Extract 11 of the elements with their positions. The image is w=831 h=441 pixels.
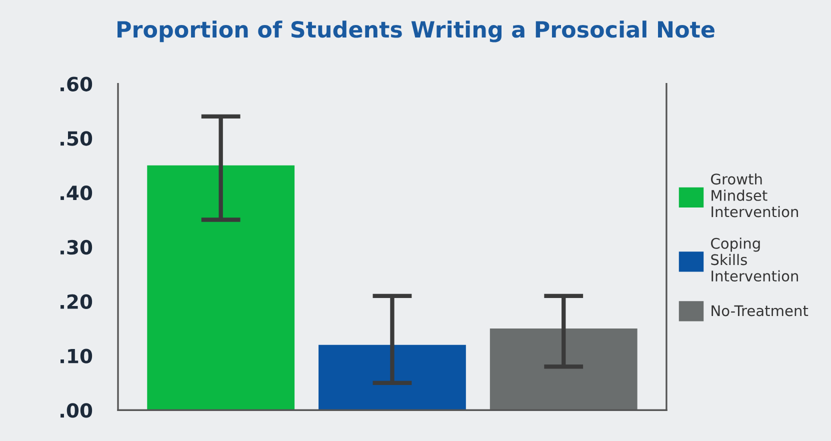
y-tick-label: .60 [60,76,92,92]
legend-label: Coping Skills Intervention [711,238,798,282]
chart-title: Proportion of Students Writing a Prosocial Note [118,20,714,42]
y-tick-label: .30 [60,240,92,255]
y-tick-label: .10 [60,348,92,364]
y-tick-label: .40 [60,186,92,200]
legend-label: Growth Mindset Intervention [711,173,798,218]
y-tick-label: .50 [60,131,92,146]
y-tick-label: .00 [60,403,92,418]
y-tick-label: .20 [60,294,92,310]
legend-label: No-Treatment [712,305,808,316]
